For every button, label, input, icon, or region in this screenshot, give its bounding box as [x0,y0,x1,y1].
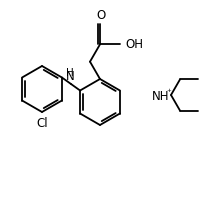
Text: ⁺: ⁺ [165,88,170,97]
Text: Cl: Cl [36,116,48,129]
Text: N: N [65,70,74,83]
Text: O: O [96,9,105,22]
Text: OH: OH [124,38,142,51]
Text: H: H [66,68,74,78]
Text: NH: NH [151,89,169,102]
